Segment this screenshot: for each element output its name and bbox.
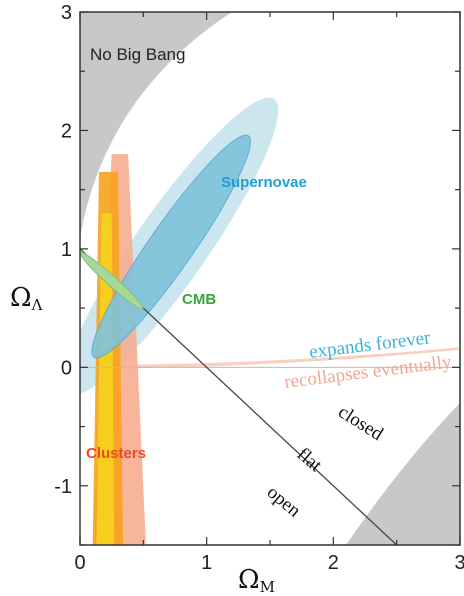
clusters-inner-band xyxy=(96,213,115,545)
no-big-bang-label: No Big Bang xyxy=(90,45,185,64)
flat-label: flat xyxy=(293,444,326,477)
x-tick-label: 1 xyxy=(201,552,212,574)
no-big-bang-region xyxy=(80,12,232,238)
y-axis-label: ΩΛ xyxy=(10,283,43,314)
y-tick-label: 0 xyxy=(61,357,72,379)
x-axis-label: ΩM xyxy=(238,565,275,596)
closed-label: closed xyxy=(334,401,387,445)
clusters-label: Clusters xyxy=(86,445,146,462)
y-tick-label: 3 xyxy=(61,2,72,24)
x-tick-label: 2 xyxy=(328,552,339,574)
open-label: open xyxy=(263,482,305,522)
lower-right-gray-region xyxy=(346,402,460,545)
tick-marks xyxy=(79,11,461,546)
y-tick-label: -1 xyxy=(54,476,72,498)
supernovae-label: Supernovae xyxy=(221,174,307,191)
y-tick-label: 2 xyxy=(61,120,72,142)
y-tick-label: 1 xyxy=(61,239,72,261)
x-tick-label: 3 xyxy=(454,552,464,574)
recollapses-eventually-label: recollapses eventually xyxy=(283,352,453,393)
x-tick-label: 0 xyxy=(74,552,85,574)
cmb-label: CMB xyxy=(182,291,216,308)
